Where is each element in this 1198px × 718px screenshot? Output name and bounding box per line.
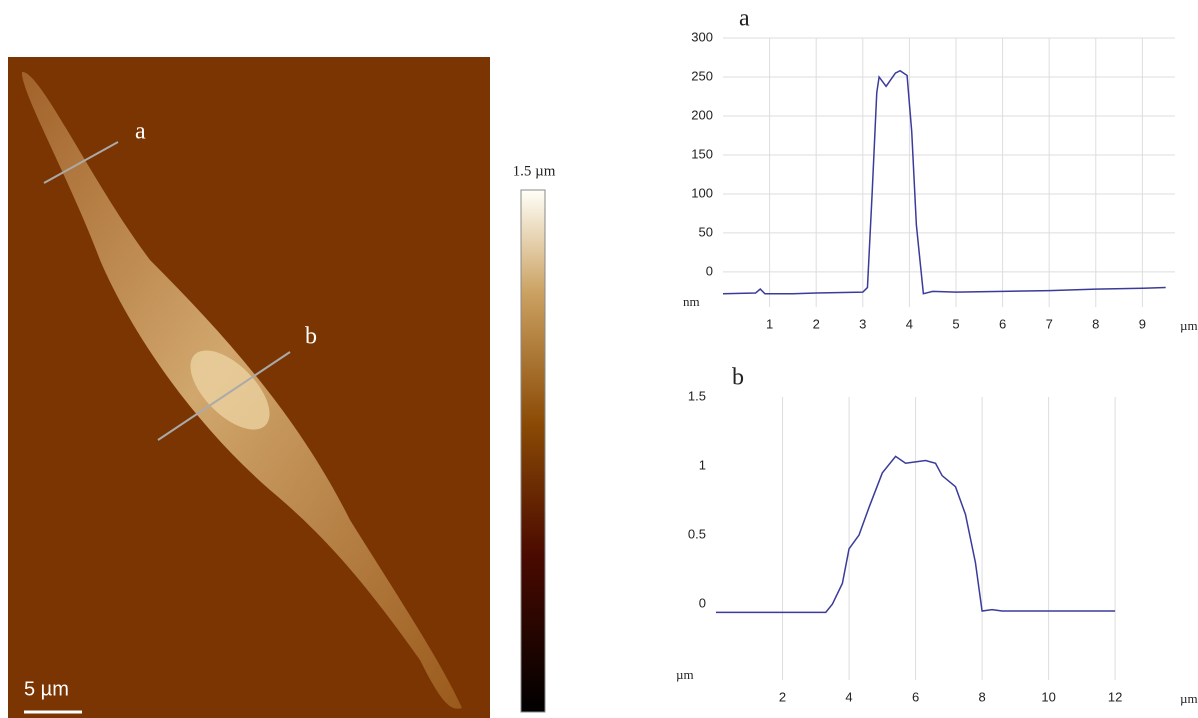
x-tick-label: 2 <box>813 316 820 331</box>
x-tick-label: 5 <box>952 316 959 331</box>
x-tick-label: 6 <box>999 316 1006 331</box>
colorbar-label: 1.5 µm <box>513 163 556 179</box>
y-tick-label: 300 <box>691 29 713 44</box>
cell-highlight <box>190 350 270 430</box>
profile-line <box>157 351 291 441</box>
profile-label: a <box>135 119 146 145</box>
x-tick-label: 4 <box>906 316 913 331</box>
y-tick-label: 0 <box>706 263 713 278</box>
y-axis-label: µm <box>676 667 694 682</box>
profile-label: b <box>305 324 317 350</box>
x-tick-label: 2 <box>779 689 786 704</box>
colorbar-gradient <box>520 189 546 713</box>
y-tick-label: 1.5 <box>688 388 706 403</box>
x-tick-label: 8 <box>978 689 985 704</box>
afm-image: a b 5 µm <box>8 57 490 718</box>
x-tick-label: 3 <box>859 316 866 331</box>
x-tick-label: 4 <box>845 689 852 704</box>
profile-line <box>722 69 1166 295</box>
y-tick-label: 0.5 <box>688 526 706 541</box>
y-tick-label: 50 <box>699 224 713 239</box>
x-tick-label: 7 <box>1046 316 1053 331</box>
y-tick-label: 1 <box>699 457 706 472</box>
y-tick-label: 150 <box>691 146 713 161</box>
y-tick-label: 0 <box>699 596 706 611</box>
y-tick-label: 250 <box>691 68 713 83</box>
profile-line <box>43 141 119 184</box>
x-tick-label: 12 <box>1108 689 1122 704</box>
colorbar: 1.5 µm <box>513 163 556 713</box>
chart-title: a <box>739 6 750 32</box>
chart-title: b <box>732 365 744 391</box>
scale-bar-label: 5 µm <box>24 678 69 700</box>
x-axis-label: µm <box>1180 318 1198 333</box>
x-tick-label: 8 <box>1092 316 1099 331</box>
y-tick-label: 100 <box>691 185 713 200</box>
x-tick-label: 1 <box>766 316 773 331</box>
y-axis-label: nm <box>683 294 700 309</box>
x-tick-label: 10 <box>1041 689 1055 704</box>
x-tick-label: 9 <box>1139 316 1146 331</box>
profile-line <box>716 455 1116 614</box>
y-tick-label: 200 <box>691 107 713 122</box>
x-tick-label: 6 <box>912 689 919 704</box>
x-axis-label: µm <box>1180 691 1198 706</box>
